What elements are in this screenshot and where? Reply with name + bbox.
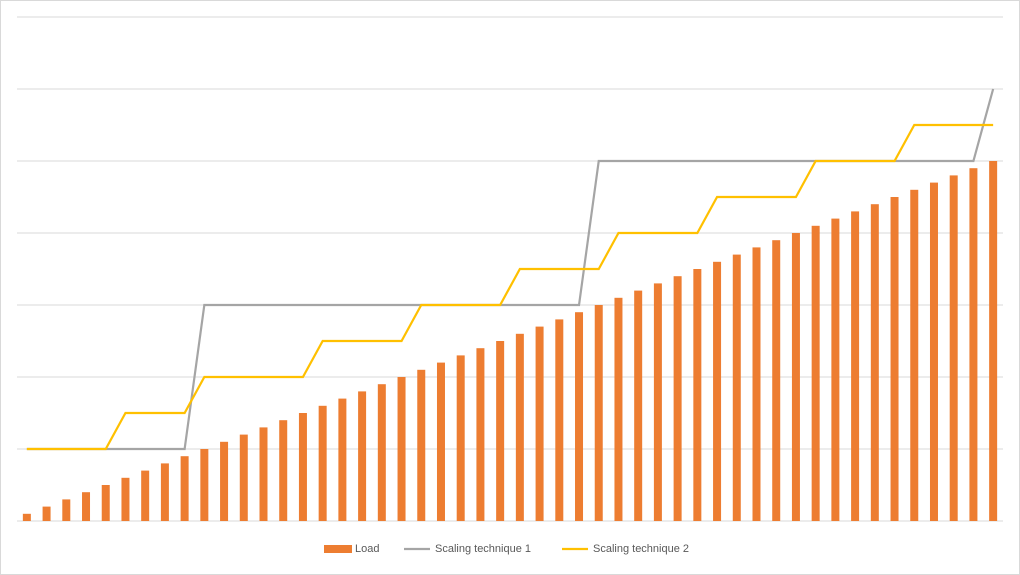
bar bbox=[929, 182, 938, 521]
bar bbox=[318, 405, 327, 521]
bar bbox=[259, 427, 268, 521]
bar bbox=[42, 506, 51, 521]
legend-swatch bbox=[324, 545, 352, 553]
bar bbox=[456, 355, 465, 521]
bar bbox=[890, 197, 899, 521]
bar bbox=[338, 398, 347, 521]
bar bbox=[732, 254, 741, 521]
bar bbox=[101, 485, 110, 521]
bar bbox=[851, 211, 860, 521]
bar bbox=[634, 290, 643, 521]
bar bbox=[160, 463, 169, 521]
bar bbox=[62, 499, 71, 521]
bar bbox=[870, 204, 879, 521]
bar bbox=[653, 283, 662, 521]
bar bbox=[752, 247, 761, 521]
bar bbox=[141, 470, 150, 521]
line bbox=[26, 123, 994, 451]
bar bbox=[436, 362, 445, 521]
bar bbox=[791, 233, 800, 521]
bar bbox=[220, 441, 229, 521]
bar bbox=[693, 269, 702, 521]
bar bbox=[535, 326, 544, 521]
bar bbox=[969, 168, 978, 521]
bar bbox=[82, 492, 91, 521]
bar bbox=[180, 456, 189, 521]
bar bbox=[673, 276, 682, 521]
bar bbox=[239, 434, 248, 521]
bar bbox=[614, 297, 623, 521]
legend-label: Load bbox=[355, 543, 379, 555]
bar bbox=[22, 513, 31, 521]
bar bbox=[476, 348, 485, 521]
bar bbox=[575, 312, 584, 521]
bar bbox=[949, 175, 958, 521]
bar bbox=[772, 240, 781, 521]
bar bbox=[811, 225, 820, 522]
bar bbox=[200, 449, 209, 521]
bar bbox=[121, 477, 130, 521]
bar bbox=[594, 305, 603, 521]
bar bbox=[989, 161, 998, 521]
bar bbox=[910, 189, 919, 522]
bar bbox=[831, 218, 840, 521]
bar bbox=[713, 261, 722, 521]
legend-label: Scaling technique 2 bbox=[593, 543, 689, 555]
bar bbox=[358, 391, 367, 521]
bar bbox=[279, 420, 288, 521]
bar bbox=[417, 369, 426, 521]
bar bbox=[298, 413, 307, 521]
bar bbox=[496, 341, 505, 521]
bar bbox=[377, 384, 386, 521]
legend-label: Scaling technique 1 bbox=[435, 543, 531, 555]
bar bbox=[515, 333, 524, 521]
bar bbox=[555, 319, 564, 521]
bar bbox=[397, 377, 406, 521]
